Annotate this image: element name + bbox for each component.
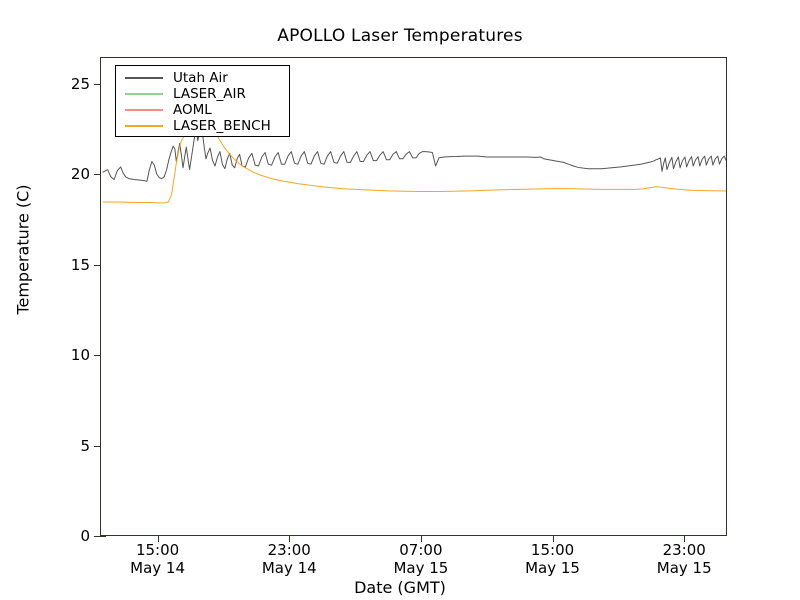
x-tick-time: 23:00 [662,541,706,559]
y-tick-label: 10 [70,346,90,365]
page-title: APOLLO Laser Temperatures [277,26,523,46]
x-tick-mark [157,536,159,542]
x-tick-label: 23:00 May 14 [219,541,359,577]
legend-item[interactable]: LASER_AIR [116,86,289,102]
y-tick-mark [94,174,100,176]
x-tick-date: May 14 [261,559,317,577]
legend-swatch [125,125,163,127]
x-tick-time: 23:00 [267,541,311,559]
x-tick-mark [552,536,554,542]
legend-swatch [125,109,163,111]
legend-label: Utah Air [173,70,228,86]
legend-swatch [125,93,163,95]
y-tick-mark [94,445,100,447]
series-line [103,125,726,181]
y-tick-label: 5 [80,436,90,455]
x-tick-label: 15:00 May 15 [483,541,623,577]
legend: Utah Air LASER_AIR AOML LASER_BENCH [115,65,290,137]
legend-item[interactable]: AOML [116,102,289,118]
legend-label: AOML [173,102,212,118]
y-tick-mark [94,264,100,266]
x-tick-label: 15:00 May 14 [88,541,228,577]
y-tick-label: 20 [70,165,90,184]
x-tick-time: 15:00 [135,541,180,559]
legend-label: LASER_AIR [173,86,246,102]
x-tick-mark [684,536,686,542]
x-tick-time: 07:00 [399,541,443,559]
y-tick-label: 25 [70,75,90,94]
x-tick-date: May 15 [656,559,712,577]
y-tick-label: 15 [70,255,90,274]
x-tick-mark [420,536,422,542]
legend-swatch [125,77,163,79]
x-tick-label: 07:00 May 15 [351,541,491,577]
y-tick-label: 0 [80,527,90,545]
y-axis-label: Temperature (C) [13,184,33,315]
legend-item[interactable]: LASER_BENCH [116,118,289,134]
x-tick-date: May 15 [525,559,580,577]
y-tick-mark [94,536,100,537]
legend-label: LASER_BENCH [173,118,271,134]
x-tick-mark [289,536,291,542]
y-tick-mark-inner [100,536,106,537]
x-tick-label: 23:00 May 15 [614,541,754,577]
x-tick-date: May 15 [393,559,449,577]
x-tick-time: 15:00 [530,541,575,559]
y-tick-mark [94,355,100,357]
y-tick-mark [94,84,100,86]
legend-item[interactable]: Utah Air [116,70,289,86]
x-tick-date: May 14 [130,559,186,577]
x-axis-label: Date (GMT) [354,578,446,597]
